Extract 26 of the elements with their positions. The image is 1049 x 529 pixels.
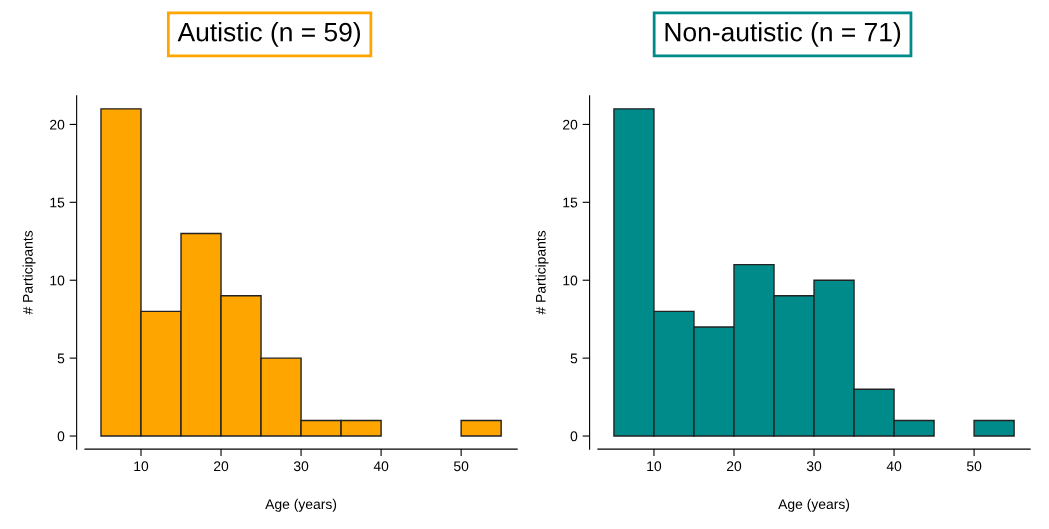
y-tick-label: 0	[57, 431, 65, 442]
x-tick-label: 40	[373, 461, 389, 472]
x-tick-label: 10	[134, 461, 149, 472]
x-tick-label: 50	[453, 461, 469, 472]
y-tick-label: 5	[570, 353, 578, 364]
x-tick-label: 30	[806, 461, 822, 472]
y-tick-label: 0	[570, 431, 578, 442]
chart-title: Non-autistic (n = 71)	[665, 22, 901, 47]
x-axis-title: Age (years)	[778, 498, 850, 512]
x-tick-label: 10	[647, 461, 662, 472]
y-axis-title: # Participants	[22, 230, 36, 315]
y-axis-title: # Participants	[535, 230, 549, 315]
x-tick-label: 20	[214, 461, 229, 472]
y-tick-label: 5	[57, 353, 65, 364]
x-axis-title: Age (years)	[265, 498, 337, 512]
x-tick-label: 20	[726, 461, 742, 472]
y-tick-label: 15	[50, 197, 65, 208]
y-tick-label: 15	[563, 197, 578, 208]
x-tick-label: 50	[966, 461, 982, 472]
x-tick-label: 30	[293, 461, 309, 472]
y-tick-label: 20	[563, 119, 578, 130]
x-tick-label: 40	[886, 461, 902, 472]
y-tick-label: 10	[563, 275, 578, 286]
y-tick-label: 10	[50, 275, 65, 286]
chart-title: Autistic (n = 59)	[177, 22, 360, 47]
y-tick-label: 20	[50, 119, 65, 130]
